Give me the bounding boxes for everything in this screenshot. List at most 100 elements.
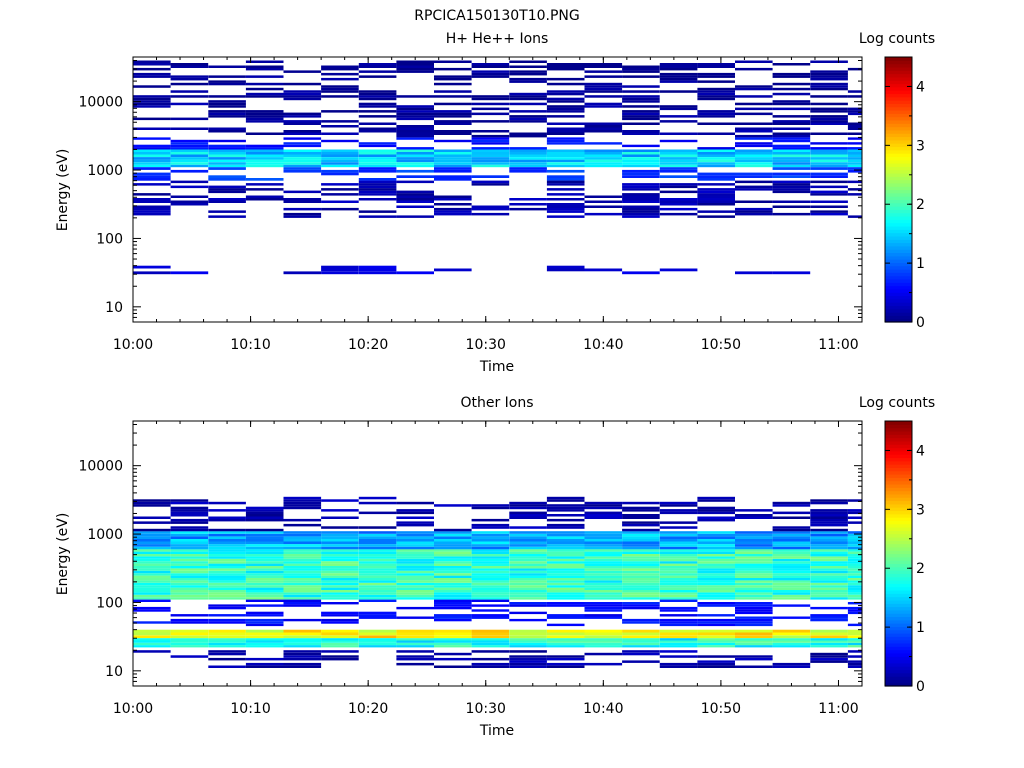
heatmap-cell — [434, 570, 472, 574]
heatmap-cell — [810, 117, 848, 121]
heatmap-cell — [208, 587, 246, 590]
x-tick-label: 10:00 — [113, 337, 153, 353]
heatmap-cell — [546, 580, 585, 583]
heatmap-cell — [509, 117, 547, 121]
heatmap-cell — [810, 120, 848, 123]
heatmap-cell — [772, 147, 811, 150]
heatmap-cell — [810, 638, 848, 641]
heatmap-cell — [208, 518, 246, 522]
heatmap-cell — [245, 149, 284, 152]
colorbar-swatch — [885, 232, 912, 237]
heatmap-cell — [434, 594, 472, 598]
heatmap-cell — [622, 162, 660, 165]
colorbar-swatch — [885, 222, 912, 227]
colorbar-swatch — [885, 153, 912, 157]
heatmap-cell — [396, 521, 434, 524]
heatmap-cell — [847, 90, 862, 93]
heatmap-cell — [697, 157, 735, 160]
heatmap-cell — [208, 190, 246, 194]
heatmap-cell — [358, 188, 397, 191]
colorbar-swatch — [885, 269, 912, 273]
colorbar-swatch — [885, 282, 912, 287]
heatmap-cell — [697, 594, 735, 598]
colorbar-swatch — [885, 490, 912, 495]
heatmap-cell — [810, 566, 848, 569]
heatmap-cell — [471, 632, 510, 636]
heatmap-cell — [133, 102, 171, 106]
heatmap-cell — [509, 587, 547, 590]
heatmap-cell — [810, 533, 848, 537]
heatmap-cell — [358, 585, 397, 588]
heatmap-cell — [659, 504, 698, 507]
heatmap-cell — [358, 568, 397, 571]
heatmap-cell — [622, 164, 660, 168]
heatmap-cell — [283, 167, 322, 170]
heatmap-cell — [772, 190, 811, 194]
heatmap-cell — [735, 516, 773, 519]
heatmap-cell — [283, 531, 322, 534]
heatmap-cell — [546, 551, 585, 554]
heatmap-cell — [546, 207, 585, 211]
heatmap-cell — [245, 635, 284, 639]
heatmap-cell — [546, 127, 585, 130]
heatmap-cell — [546, 573, 585, 576]
heatmap-cell — [584, 152, 623, 155]
heatmap-cell — [358, 544, 397, 547]
heatmap-cell — [659, 575, 698, 578]
heatmap-cell — [772, 152, 811, 155]
heatmap-cell — [546, 623, 585, 627]
colorbar-swatch — [885, 302, 912, 307]
heatmap-cell — [170, 149, 209, 152]
heatmap-cell — [245, 509, 284, 512]
heatmap-cell — [133, 551, 171, 554]
colorbar-swatch — [885, 507, 912, 512]
colorbar-swatch — [885, 586, 912, 591]
colorbar-swatch — [885, 447, 912, 452]
heatmap-cell — [810, 87, 848, 91]
heatmap-cell — [170, 152, 209, 155]
heatmap-cell — [321, 110, 359, 113]
heatmap-cell — [697, 585, 735, 588]
heatmap-cell — [622, 536, 660, 539]
heatmap-cell — [697, 541, 735, 545]
colorbar-swatch — [885, 457, 912, 462]
heatmap-cell — [546, 597, 585, 600]
heatmap-cell — [321, 193, 359, 196]
heatmap-cell — [283, 551, 322, 554]
heatmap-cell — [584, 642, 623, 646]
heatmap-cell — [434, 167, 472, 170]
heatmap-cell — [208, 575, 246, 578]
colorbar-swatch — [885, 642, 912, 647]
heatmap-cell — [358, 183, 397, 186]
heatmap-cell — [659, 645, 698, 648]
heatmap-cell — [471, 504, 510, 507]
heatmap-cell — [358, 92, 397, 96]
heatmap-cell — [133, 554, 171, 557]
heatmap-cell — [509, 152, 547, 155]
heatmap-cell — [208, 541, 246, 545]
heatmap-cell — [697, 642, 735, 646]
colorbar-tick-label: 4 — [916, 443, 925, 459]
heatmap-cell — [546, 193, 585, 196]
heatmap-cell — [697, 95, 735, 98]
heatmap-cell — [847, 549, 862, 552]
heatmap-cell — [584, 570, 623, 574]
heatmap-cell — [810, 172, 848, 176]
heatmap-cell — [622, 604, 660, 607]
heatmap-cell — [546, 536, 585, 539]
heatmap-cell — [735, 604, 773, 607]
heatmap-cell — [735, 544, 773, 547]
heatmap-cell — [208, 127, 246, 130]
heatmap-cell — [321, 172, 359, 176]
heatmap-cell — [735, 573, 773, 576]
heatmap-cell — [697, 570, 735, 574]
heatmap-cell — [358, 629, 397, 633]
heatmap-cell — [321, 578, 359, 581]
heatmap-cell — [208, 501, 246, 505]
heatmap-cell — [245, 614, 284, 617]
heatmap-cell — [434, 157, 472, 160]
heatmap-cell — [358, 616, 397, 619]
heatmap-cell — [396, 546, 434, 550]
heatmap-cell — [396, 70, 434, 73]
heatmap-cell — [659, 556, 698, 559]
